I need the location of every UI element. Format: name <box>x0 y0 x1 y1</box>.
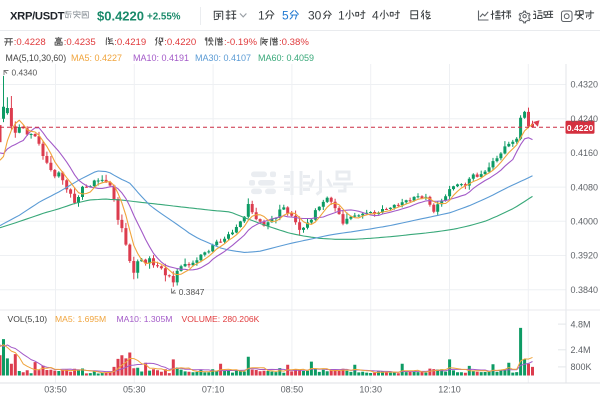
svg-text:1: 1 <box>338 9 345 23</box>
svg-text:VOLUME: 280.206K: VOLUME: 280.206K <box>182 314 260 324</box>
svg-text:MA10: 0.4191: MA10: 0.4191 <box>133 53 189 63</box>
svg-text:VOL(5,10): VOL(5,10) <box>8 314 48 324</box>
svg-text:0.4320: 0.4320 <box>571 80 599 90</box>
svg-text:0.4240: 0.4240 <box>571 114 599 124</box>
svg-text:+2.55%: +2.55% <box>147 12 181 23</box>
svg-text:MA(5,10,30,60): MA(5,10,30,60) <box>6 53 67 63</box>
svg-text:05:30: 05:30 <box>123 385 146 395</box>
svg-text:07:10: 07:10 <box>202 385 225 395</box>
svg-text::0.38%: :0.38% <box>279 37 309 48</box>
svg-text:MA5: 0.4227: MA5: 0.4227 <box>71 53 122 63</box>
svg-text:800K: 800K <box>571 362 592 372</box>
svg-text::0.4220: :0.4220 <box>164 37 196 48</box>
svg-text:4.8M: 4.8M <box>571 319 591 329</box>
svg-text:MA10: 1.305M: MA10: 1.305M <box>117 314 173 324</box>
svg-text:2.4M: 2.4M <box>571 345 591 355</box>
svg-text:4: 4 <box>372 9 379 23</box>
svg-text:0.4220: 0.4220 <box>567 123 594 133</box>
svg-text:08:50: 08:50 <box>281 385 304 395</box>
svg-text:0.4340: 0.4340 <box>12 68 38 78</box>
svg-text:1: 1 <box>258 9 265 23</box>
svg-text:XRP/USDT: XRP/USDT <box>10 11 65 23</box>
svg-text:03:50: 03:50 <box>44 385 67 395</box>
svg-text::-0.19%: :-0.19% <box>224 37 258 48</box>
svg-text:0.3847: 0.3847 <box>179 287 205 297</box>
svg-text:MA5: 1.695M: MA5: 1.695M <box>55 314 106 324</box>
svg-text:0.4000: 0.4000 <box>571 217 599 227</box>
svg-text:0.4080: 0.4080 <box>571 182 599 192</box>
svg-text:MA60: 0.4059: MA60: 0.4059 <box>258 53 314 63</box>
svg-text:MA30: 0.4107: MA30: 0.4107 <box>195 53 251 63</box>
svg-text:0.4160: 0.4160 <box>571 148 599 158</box>
svg-text:10:30: 10:30 <box>359 385 382 395</box>
svg-text:0.3920: 0.3920 <box>571 251 599 261</box>
svg-text:0.3840: 0.3840 <box>571 285 599 295</box>
svg-text::0.4228: :0.4228 <box>14 37 46 48</box>
svg-text:$0.4220: $0.4220 <box>97 9 144 24</box>
svg-text::0.4235: :0.4235 <box>64 37 96 48</box>
svg-text:12:10: 12:10 <box>438 385 461 395</box>
svg-text:5: 5 <box>282 9 289 23</box>
svg-text:30: 30 <box>308 9 322 23</box>
svg-text::0.4219: :0.4219 <box>114 37 146 48</box>
